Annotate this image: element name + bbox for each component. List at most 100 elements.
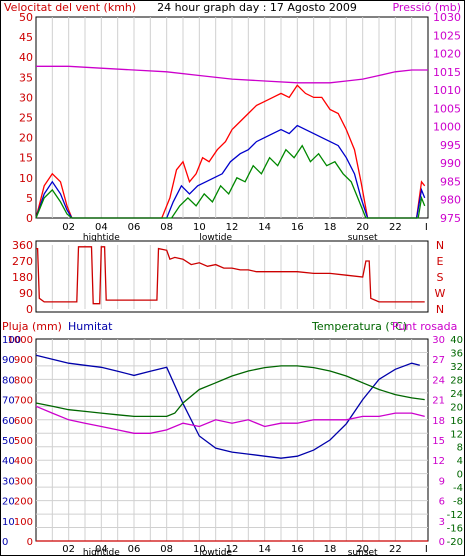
tide-annotation: lowtide <box>199 548 232 556</box>
x-tick-label: 14 <box>258 544 271 555</box>
y-tick-label: 100 <box>14 517 33 528</box>
humidity-tick-label: 30 <box>2 476 15 487</box>
y-tick-label: 600 <box>14 416 33 427</box>
x-tick-label: 06 <box>128 222 141 233</box>
tide-annotation: sunset <box>348 233 378 243</box>
wind-panel: Velocitat del vent (kmh) 24 hour graph d… <box>4 1 461 243</box>
series-humidity <box>35 354 420 459</box>
y-tick-label: 20 <box>19 132 33 145</box>
y-tick-label: 0 <box>27 537 33 548</box>
x-tick-label: 14 <box>258 222 271 233</box>
x-tick-label: 22 <box>389 544 402 555</box>
x-tick-label: I <box>425 544 428 555</box>
dewpoint-tick-label: 27 <box>432 355 445 366</box>
rain-axis-label: Pluja (mm) <box>2 320 62 333</box>
compass-label: W <box>435 287 446 300</box>
y-tick-label-right: -12 <box>447 510 463 521</box>
y-tick-label-right: 1010 <box>433 84 461 97</box>
compass-label: S <box>437 271 444 284</box>
y-tick-label: 500 <box>14 436 33 447</box>
series-pressure <box>36 65 428 84</box>
y-tick-label-right: 1005 <box>433 102 461 115</box>
x-tick-label: 16 <box>291 544 304 555</box>
dewpoint-tick-label: 24 <box>432 375 445 386</box>
y-tick-label: 30 <box>19 91 33 104</box>
y-tick-label: 180 <box>12 271 33 284</box>
humidity-tick-label: 10 <box>2 517 15 528</box>
series-min <box>35 144 426 219</box>
series-temperature <box>35 365 425 418</box>
x-tick-label: 16 <box>291 222 304 233</box>
y-tick-label-right: 1015 <box>433 66 461 79</box>
y-tick-label-right: 980 <box>440 194 461 207</box>
humidity-tick-label: 90 <box>2 355 15 366</box>
dewpoint-tick-label: 0 <box>439 537 445 548</box>
y-tick-label: 10 <box>19 172 33 185</box>
y-tick-label: 400 <box>14 456 33 467</box>
x-tick-label: 08 <box>160 222 173 233</box>
y-tick-label-right: 12 <box>450 429 463 440</box>
x-tick-label: 08 <box>160 544 173 555</box>
y-tick-label-right: -8 <box>453 497 463 508</box>
dewpoint-axis-label: Punt rosada <box>392 320 457 333</box>
y-tick-label: 1000 <box>8 335 33 346</box>
x-tick-label: 02 <box>62 544 75 555</box>
y-tick-label: 360 <box>12 239 33 252</box>
x-tick-label: 12 <box>226 222 239 233</box>
y-tick-label-right: 20 <box>450 402 463 413</box>
x-tick-label: 20 <box>356 544 369 555</box>
y-tick-label: 300 <box>14 476 33 487</box>
y-tick-label-right: -20 <box>447 537 463 548</box>
x-tick-label: 22 <box>389 222 402 233</box>
wind-left-label: Velocitat del vent (kmh) <box>4 1 136 14</box>
dewpoint-tick-label: 3 <box>439 517 445 528</box>
y-tick-label-right: 1000 <box>433 121 461 134</box>
humidity-axis-label: Humitat <box>68 320 113 333</box>
compass-label: N <box>436 239 444 252</box>
x-tick-label: 02 <box>62 222 75 233</box>
humidity-tick-label: 50 <box>2 436 15 447</box>
y-tick-label: 15 <box>19 152 33 165</box>
y-tick-label: 270 <box>12 255 33 268</box>
y-tick-label: 25 <box>19 112 33 125</box>
y-tick-label-right: 32 <box>450 362 463 373</box>
y-tick-label-right: 24 <box>450 389 463 400</box>
compass-label: N <box>436 303 444 316</box>
humidity-tick-label: 70 <box>2 396 15 407</box>
y-tick-label-right: 40 <box>450 335 463 346</box>
humidity-tick-label: 20 <box>2 497 15 508</box>
y-tick-label: 0 <box>26 212 33 225</box>
humidity-tick-label: 40 <box>2 456 15 467</box>
y-tick-label-right: 0 <box>457 470 463 481</box>
x-tick-label: 18 <box>324 544 337 555</box>
wind-right-label: Pressió (mb) <box>392 1 461 14</box>
y-tick-label: 0 <box>26 303 33 316</box>
y-tick-label: 700 <box>14 396 33 407</box>
wind-title: 24 hour graph day : 17 Agosto 2009 <box>157 1 357 14</box>
dewpoint-tick-label: 12 <box>432 456 445 467</box>
y-tick-label: 40 <box>19 51 33 64</box>
x-tick-label: 10 <box>193 222 206 233</box>
x-tick-label: I <box>425 222 428 233</box>
y-tick-label: 50 <box>19 11 33 24</box>
dewpoint-tick-label: 6 <box>439 497 445 508</box>
y-tick-label: 45 <box>19 31 33 44</box>
y-tick-label-right: 1025 <box>433 29 461 42</box>
dewpoint-tick-label: 18 <box>432 416 445 427</box>
x-tick-label: 12 <box>226 544 239 555</box>
series-direction <box>36 246 425 305</box>
y-tick-label-right: 1030 <box>433 11 461 24</box>
y-tick-label: 900 <box>14 355 33 366</box>
y-tick-label-right: 28 <box>450 375 463 386</box>
humidity-tick-label: 60 <box>2 416 15 427</box>
y-tick-label-right: 990 <box>440 157 461 170</box>
dewpoint-tick-label: 15 <box>432 436 445 447</box>
humidity-tick-label: 0 <box>2 537 8 548</box>
dewpoint-tick-label: 21 <box>432 396 445 407</box>
y-tick-label-right: -16 <box>447 524 463 535</box>
y-tick-label-right: 36 <box>450 348 463 359</box>
y-tick-label: 90 <box>19 287 33 300</box>
x-tick-label: 20 <box>356 222 369 233</box>
